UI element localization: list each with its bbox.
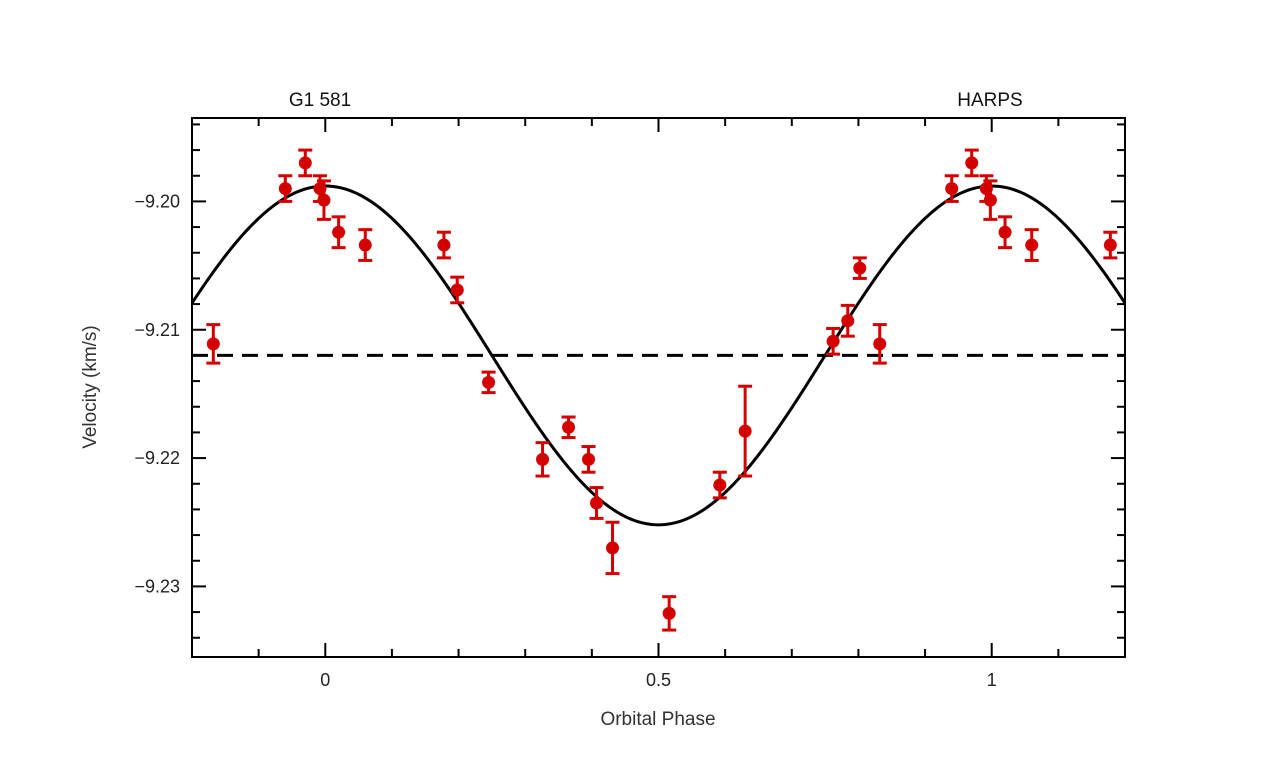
data-marker (738, 424, 752, 438)
data-point (1103, 230, 1118, 260)
x-tick-labels: 0 0.5 1 (320, 670, 996, 690)
data-marker (358, 238, 372, 252)
plot-frame (191, 117, 1126, 658)
fit-and-mean-lines (190, 184, 1127, 527)
data-point (561, 415, 576, 440)
data-marker (1103, 238, 1117, 252)
data-point (605, 520, 620, 576)
data-marker (841, 314, 855, 328)
data-point (206, 323, 221, 365)
data-point (872, 323, 887, 365)
data-marker (562, 420, 576, 434)
x-tick-label: 0 (320, 670, 330, 690)
data-marker (437, 238, 451, 252)
data-point (852, 256, 867, 280)
data-marker (826, 334, 840, 348)
data-marker (332, 225, 346, 239)
y-tick-label: −9.23 (134, 576, 180, 596)
data-marker (278, 182, 292, 196)
data-marker (945, 182, 959, 196)
data-marker (298, 156, 312, 170)
data-marker (206, 337, 220, 351)
title-left: G1 581 (289, 90, 351, 111)
data-point (278, 174, 293, 203)
data-marker (662, 606, 676, 620)
data-marker (317, 193, 331, 207)
data-point (481, 370, 496, 395)
data-marker (965, 156, 979, 170)
data-marker (536, 452, 550, 466)
data-point (589, 486, 604, 520)
data-marker (590, 496, 604, 510)
data-points (206, 148, 1118, 632)
data-marker (1025, 238, 1039, 252)
data-point (1024, 228, 1039, 262)
data-point (944, 174, 959, 203)
data-marker (582, 452, 596, 466)
y-tick-label: −9.20 (134, 191, 180, 211)
data-marker (873, 337, 887, 351)
x-axis-label: Orbital Phase (600, 709, 715, 730)
x-tick-label: 0.5 (646, 670, 671, 690)
data-point (298, 148, 313, 178)
data-point (535, 441, 550, 478)
data-point (662, 595, 677, 632)
data-marker (713, 478, 727, 492)
y-tick-labels: −9.20 −9.21 −9.22 −9.23 (134, 191, 180, 596)
data-point (998, 215, 1013, 250)
data-marker (606, 541, 620, 555)
data-point (738, 384, 753, 478)
data-point (964, 148, 979, 178)
data-point (581, 445, 596, 474)
data-point (331, 215, 346, 250)
data-marker (450, 283, 464, 297)
x-tick-label: 1 (987, 670, 997, 690)
data-point (983, 179, 998, 221)
data-point (358, 228, 373, 262)
orbit-fit-curve (190, 184, 1127, 527)
y-tick-label: −9.22 (134, 448, 180, 468)
data-point (316, 179, 331, 221)
data-point (712, 470, 727, 500)
title-right: HARPS (957, 90, 1022, 111)
data-point (450, 275, 465, 305)
data-marker (482, 375, 496, 389)
data-point (826, 326, 841, 356)
data-point (840, 303, 855, 338)
data-marker (998, 225, 1012, 239)
y-tick-label: −9.21 (134, 320, 180, 340)
data-marker (853, 261, 867, 275)
data-marker (983, 193, 997, 207)
y-axis-label: Velocity (km/s) (80, 325, 101, 449)
data-point (436, 230, 451, 260)
axis-ticks (191, 118, 1126, 657)
